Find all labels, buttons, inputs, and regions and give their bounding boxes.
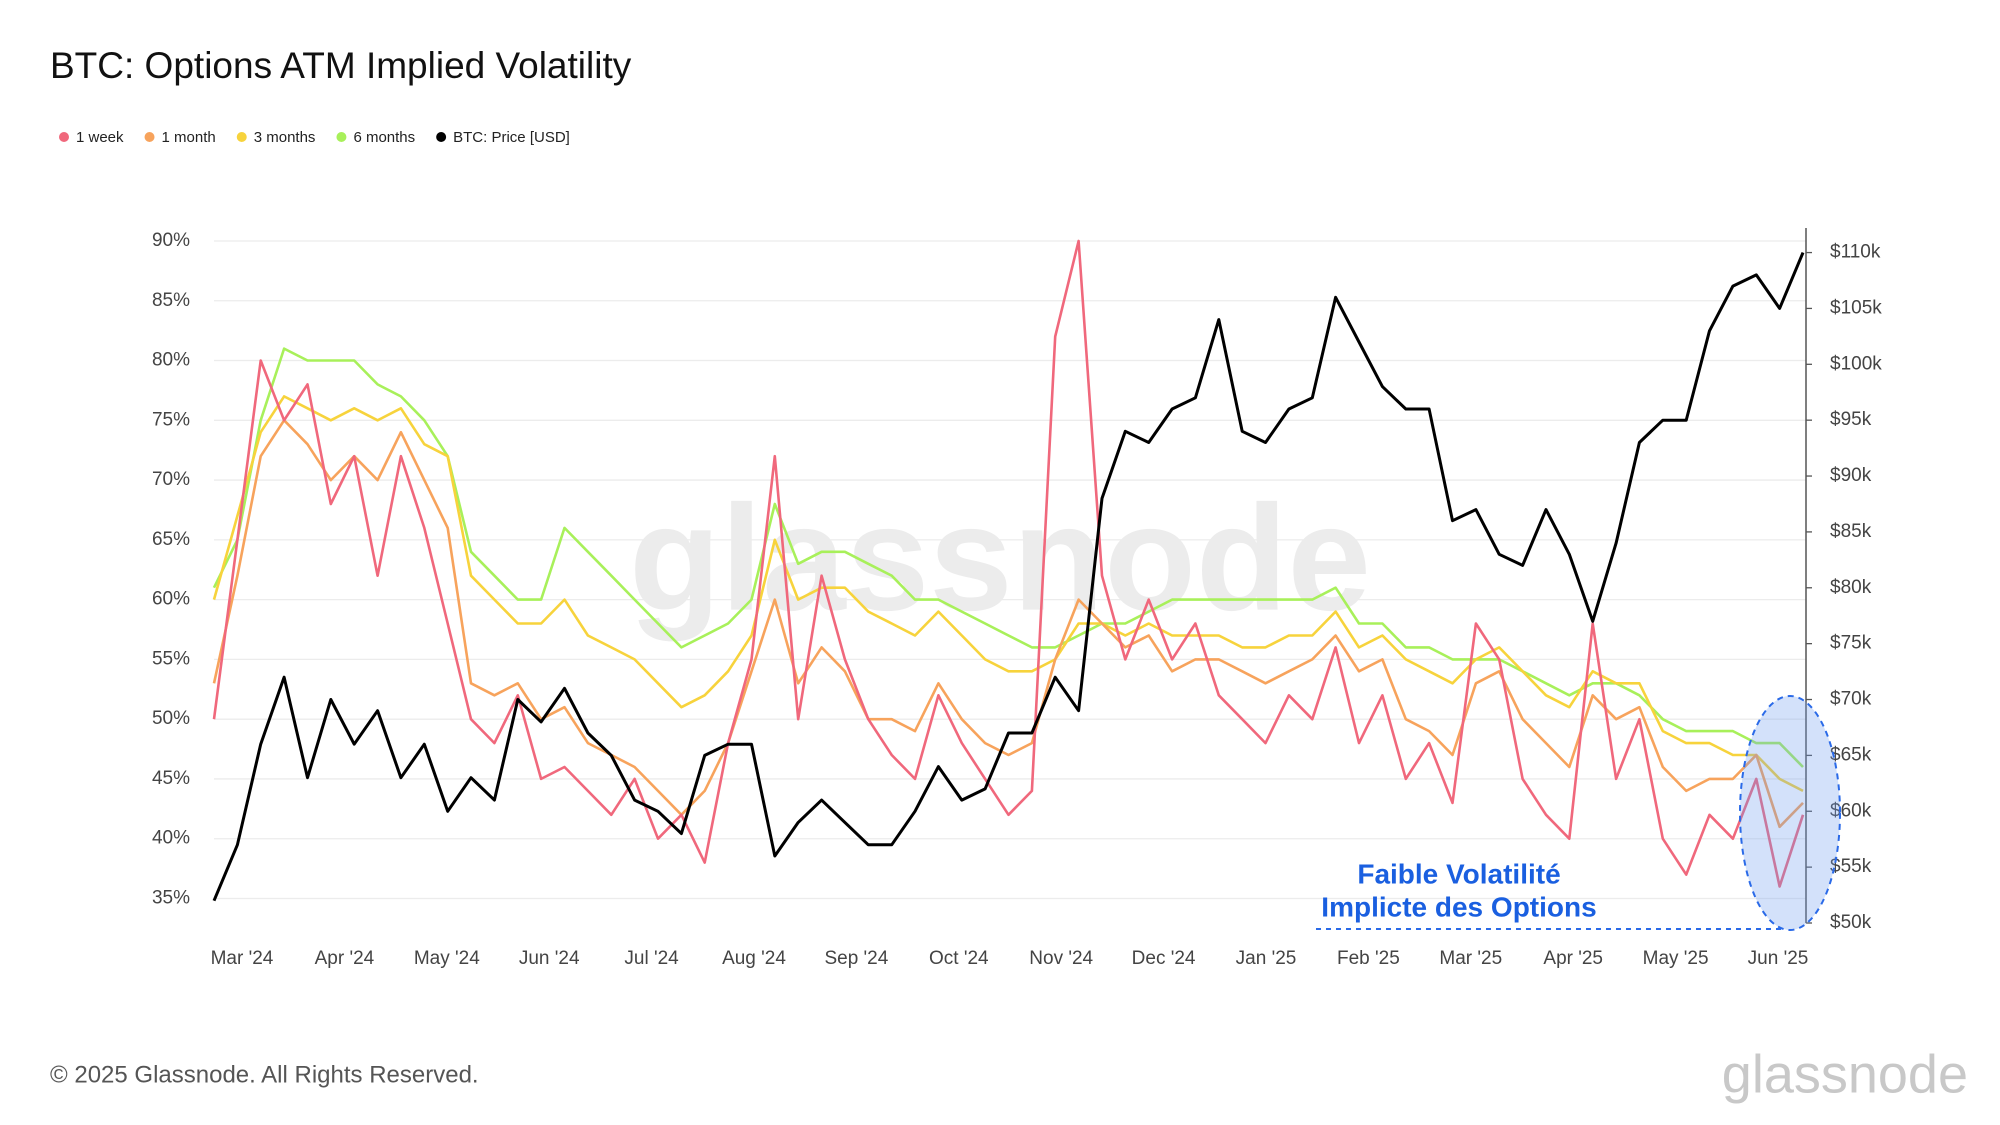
series-line: [212, 239, 1805, 888]
legend-marker: [144, 132, 155, 142]
y2-tick-label: $100k: [1830, 353, 1882, 374]
legend-marker: [236, 132, 247, 142]
watermark: glassnode: [629, 474, 1371, 642]
y-tick-label: 45%: [152, 768, 190, 789]
x-tick-label: Sep '24: [824, 948, 888, 969]
y2-tick-label: $95k: [1830, 409, 1872, 430]
y-tick-label: 55%: [152, 648, 190, 669]
y-tick-label: 70%: [152, 469, 190, 490]
x-tick-label: May '25: [1643, 948, 1709, 969]
y-tick-label: 90%: [152, 230, 190, 251]
legend-label: BTC: Price [USD]: [453, 129, 570, 146]
y-tick-label: 60%: [152, 589, 190, 610]
legend-marker: [436, 132, 447, 142]
y-tick-label: 65%: [152, 529, 190, 550]
series-line: [212, 252, 1805, 902]
legend-label: 6 months: [353, 129, 415, 146]
y2-tick-label: $75k: [1830, 633, 1872, 654]
series-line: [212, 395, 1804, 793]
y-tick-label: 40%: [152, 828, 190, 849]
legend-marker: [336, 132, 347, 142]
y2-tick-label: $65k: [1830, 744, 1872, 765]
x-tick-label: Mar '25: [1439, 948, 1502, 969]
x-tick-label: Jan '25: [1236, 948, 1297, 969]
y2-tick-label: $70k: [1830, 689, 1872, 710]
highlight-ellipse: [1739, 695, 1841, 931]
y2-tick-label: $50k: [1830, 912, 1872, 933]
chart-title: BTC: Options ATM Implied Volatility: [50, 45, 632, 86]
y-tick-label: 80%: [152, 350, 190, 371]
y2-tick-label: $80k: [1830, 577, 1872, 598]
legend-label: 1 month: [162, 129, 216, 146]
y-tick-label: 85%: [152, 290, 190, 311]
series-line: [212, 347, 1804, 768]
x-tick-label: Jun '25: [1748, 948, 1809, 969]
y2-tick-label: $85k: [1830, 521, 1872, 542]
legend-label: 3 months: [254, 129, 316, 146]
legend: 1 week 1 month 3 months 6 months BTC: Price …: [59, 129, 570, 146]
y-tick-label: 50%: [152, 708, 190, 729]
y2-tick-label: $105k: [1830, 297, 1882, 318]
annotation: Faible Volatilité: [1357, 858, 1560, 889]
y2-tick-label: $90k: [1830, 465, 1872, 486]
x-tick-label: Apr '24: [315, 948, 375, 969]
footer: © 2025 Glassnode. All Rights Reserved.: [50, 1061, 479, 1088]
series-line: [212, 419, 1804, 829]
logo: glassnode: [1722, 1044, 1968, 1104]
annotation: Implicte des Options: [1321, 891, 1596, 922]
x-tick-label: Feb '25: [1337, 948, 1400, 969]
x-tick-label: Mar '24: [211, 948, 274, 969]
legend-label: 1 week: [76, 129, 124, 146]
x-tick-label: Apr '25: [1543, 948, 1603, 969]
y-tick-label: 75%: [152, 409, 190, 430]
x-tick-label: Nov '24: [1029, 948, 1093, 969]
y2-tick-label: $110k: [1830, 242, 1881, 263]
y-tick-label: 35%: [152, 888, 190, 909]
x-tick-label: Dec '24: [1132, 948, 1196, 969]
x-tick-label: Jun '24: [519, 948, 580, 969]
y2-tick-label: $55k: [1830, 856, 1872, 877]
x-tick-label: Aug '24: [722, 948, 786, 969]
x-tick-label: Oct '24: [929, 948, 989, 969]
legend-marker: [59, 132, 69, 142]
lines: [212, 239, 1805, 902]
x-tick-label: Jul '24: [624, 948, 679, 969]
x-tick-label: May '24: [414, 948, 480, 969]
